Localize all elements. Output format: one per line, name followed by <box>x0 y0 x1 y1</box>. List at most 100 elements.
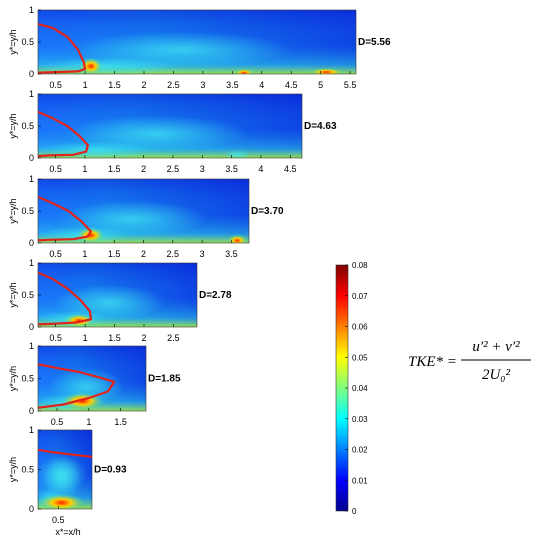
y-tick-label: 0 <box>29 322 34 332</box>
tke-field <box>38 179 249 243</box>
y-tick-label: 1 <box>29 89 34 99</box>
x-tick-label: 1.5 <box>114 417 127 427</box>
x-tick-label: 4.5 <box>284 164 297 174</box>
x-tick-label: 2.5 <box>167 249 180 259</box>
colorbar-tick-label: 0.04 <box>352 384 368 393</box>
tke-contour <box>38 448 92 458</box>
y-axis-label: y*=y/h <box>8 282 18 307</box>
hot-spot <box>76 227 105 243</box>
tke-field <box>38 10 356 74</box>
tke-contour <box>38 363 116 409</box>
x-tick-label: 1 <box>82 249 87 259</box>
hot-spot <box>38 493 86 509</box>
panel-label: D=5.56 <box>358 37 391 48</box>
x-tick-label: 2 <box>141 249 146 259</box>
x-tick-label: 4.5 <box>285 80 298 90</box>
x-tick-label: 5 <box>318 80 323 90</box>
colorbar-tick-label: 0.02 <box>352 446 368 455</box>
x-tick-label: 1.5 <box>108 333 121 343</box>
x-tick-label: 5.5 <box>344 80 357 90</box>
equation-numerator: u′² + v′² <box>472 339 520 355</box>
y-tick-label: 1 <box>29 174 34 184</box>
y-tick-label: 0.5 <box>21 37 34 47</box>
tke-contour <box>38 271 93 326</box>
heatmap-panels: 0 0.5 1 0.5 1 1.5 2 2.5 3 3.5 4 4.5 5 5.5 y*=y/h D=5.56… <box>8 5 391 537</box>
panel-label: D=0.93 <box>94 465 127 476</box>
x-tick-label: 0.5 <box>52 515 65 525</box>
colorbar-tick-label: 0.08 <box>352 261 368 270</box>
y-tick-label: 0 <box>29 238 34 248</box>
y-axis-label: y*=y/h <box>8 366 18 391</box>
field-patch <box>223 149 252 158</box>
heatmap-panel: 0 0.5 1 0.5 1 1.5 y*=y/h D=1.85 <box>8 341 181 427</box>
x-tick-label: 3 <box>200 80 205 90</box>
tke-field <box>38 263 197 327</box>
panel-label: D=1.85 <box>148 374 181 385</box>
colorbar-tick-label: 0.07 <box>352 292 368 301</box>
x-tick-label: 1 <box>86 417 91 427</box>
y-axis-label: y*=y/h <box>8 198 18 223</box>
y-tick-label: 1 <box>29 341 34 351</box>
colorbar-tick-label: 0.06 <box>352 323 368 332</box>
tke-equation: TKE* = u′² + v′² 2U₀² <box>408 339 531 383</box>
panel-label: D=4.63 <box>304 121 337 132</box>
field-patch <box>38 57 178 74</box>
x-tick-label: 0.5 <box>49 80 62 90</box>
y-tick-label: 0.5 <box>21 290 34 300</box>
y-tick-label: 0 <box>29 406 34 416</box>
equation-lhs: TKE* = <box>408 354 457 370</box>
y-tick-label: 0 <box>29 504 34 514</box>
x-tick-label: 4 <box>259 80 264 90</box>
tke-contour <box>38 195 92 242</box>
y-tick-label: 1 <box>29 5 34 15</box>
colorbar-tick-label: 0.03 <box>352 415 368 424</box>
y-tick-label: 0.5 <box>21 121 34 131</box>
heatmap-panel: 00.510.5y*=y/hx*=x/hD=0.93 <box>8 425 127 537</box>
hot-spot <box>308 68 345 74</box>
x-tick-label: 3 <box>200 164 205 174</box>
x-tick-label: 1 <box>83 333 88 343</box>
hot-spot <box>234 68 255 74</box>
colorbar-tick-label: 0.05 <box>352 353 368 362</box>
x-tick-label: 2 <box>141 164 146 174</box>
equation-denominator: 2U₀² <box>482 367 511 383</box>
field-patch <box>38 455 88 492</box>
x-tick-label: 3.5 <box>225 164 238 174</box>
y-tick-label: 0.5 <box>21 465 34 475</box>
x-tick-label: 2 <box>141 80 146 90</box>
x-tick-label: 2.5 <box>167 164 180 174</box>
x-tick-label: 3 <box>200 249 205 259</box>
heatmap-panel: 0 0.5 1 0.5 1 1.5 2 2.5 3 3.5 4 4.5 y*=y/h D=4.63 <box>8 89 337 174</box>
x-tick-label: 0.5 <box>49 164 62 174</box>
panel-label: D=3.70 <box>251 206 284 217</box>
x-tick-label: 1 <box>82 164 87 174</box>
tke-contour <box>38 110 89 158</box>
x-tick-label: 3.5 <box>225 249 238 259</box>
y-tick-label: 0.5 <box>21 206 34 216</box>
y-tick-label: 1 <box>29 258 34 268</box>
tke-field <box>38 94 302 158</box>
x-tick-label: 0.5 <box>51 417 64 427</box>
x-tick-label: 1.5 <box>108 249 121 259</box>
y-axis-label: y*=y/h <box>8 457 18 482</box>
x-tick-label: 1 <box>83 80 88 90</box>
x-tick-label: 3.5 <box>226 80 239 90</box>
tke-contour <box>38 23 87 74</box>
y-axis-label: y*=y/h <box>8 113 18 138</box>
hot-spot <box>227 234 248 243</box>
x-tick-label: 0.5 <box>49 333 62 343</box>
colorbar-tick-label: 0 <box>352 507 357 516</box>
y-tick-label: 0 <box>29 153 34 163</box>
panel-label: D=2.78 <box>199 290 232 301</box>
y-tick-label: 0 <box>29 69 34 79</box>
x-tick-label: 2.5 <box>167 333 180 343</box>
y-tick-label: 0.5 <box>21 374 34 384</box>
x-tick-label: 4 <box>258 164 263 174</box>
field-patch <box>38 141 155 158</box>
x-axis-label: x*=x/h <box>55 527 80 537</box>
heatmap-panel: 0 0.5 1 0.5 1 1.5 2 2.5 3 3.5 y*=y/h D=3.70 <box>8 174 284 259</box>
colorbar-tick-label: 0.01 <box>352 476 368 485</box>
colorbar: 0 0.01 0.02 0.03 0.04 0.05 0.06 0.07 0.08 <box>335 261 368 516</box>
x-tick-label: 1.5 <box>108 164 121 174</box>
